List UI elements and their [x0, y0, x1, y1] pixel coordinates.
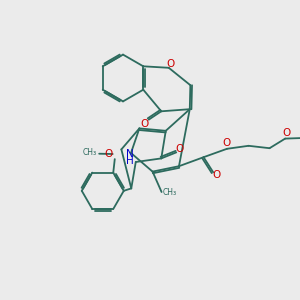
- Text: O: O: [282, 128, 290, 138]
- Text: CH₃: CH₃: [163, 188, 177, 197]
- Text: CH₃: CH₃: [83, 148, 97, 157]
- Text: O: O: [104, 149, 112, 159]
- Text: O: O: [176, 144, 184, 154]
- Text: O: O: [167, 59, 175, 69]
- Text: O: O: [223, 138, 231, 148]
- Text: O: O: [213, 170, 221, 180]
- Text: O: O: [140, 119, 148, 129]
- Text: H: H: [127, 156, 134, 167]
- Text: N: N: [127, 148, 134, 159]
